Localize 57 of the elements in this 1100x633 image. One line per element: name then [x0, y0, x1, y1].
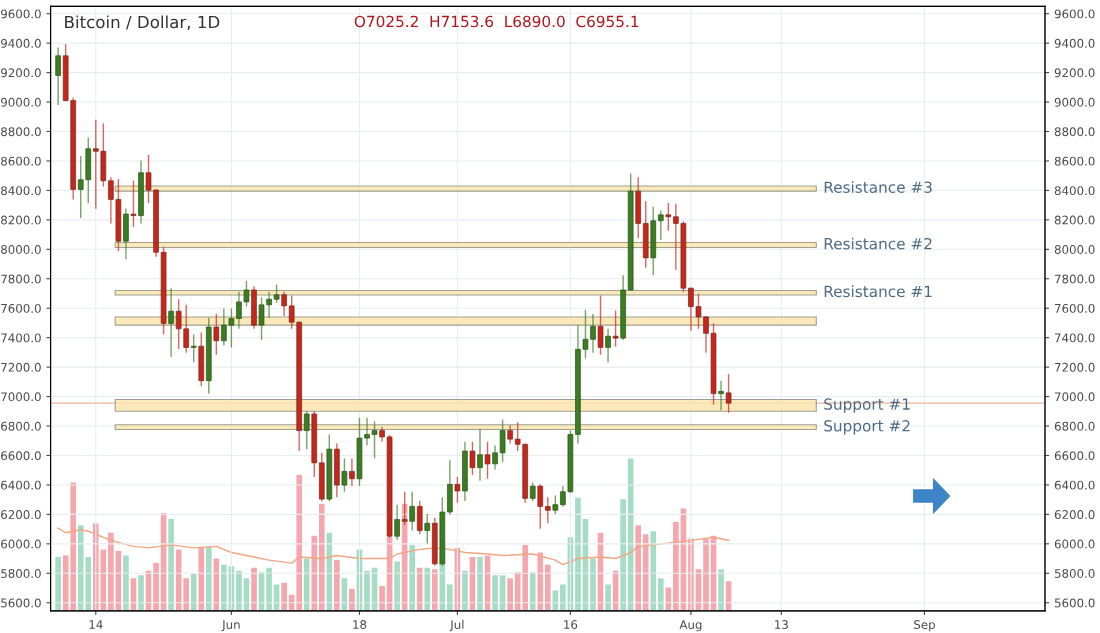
- y2-tick-label: 8200.0: [1054, 215, 1095, 225]
- y2-tick-label: 8000.0: [1054, 245, 1095, 254]
- y2-tick-label: 7600.0: [1055, 303, 1095, 313]
- y-tick-label: 8400.0: [1, 186, 41, 196]
- y2-tick-label: 9600.0: [1054, 9, 1095, 19]
- y2-tick-label: 7200.0: [1055, 362, 1095, 372]
- y2-tick-label: 7800.0: [1055, 274, 1095, 284]
- y-tick-label: 9400.0: [1, 38, 41, 48]
- y-tick-label: 5600.0: [1, 598, 41, 608]
- y-tick-label: 6400.0: [1, 480, 41, 490]
- band-label: Resistance #2: [824, 237, 932, 250]
- y2-tick-label: 5800.0: [1054, 569, 1095, 578]
- y-tick-label: 5800.0: [1, 569, 41, 578]
- band-label: Support #2: [824, 420, 910, 435]
- y2-tick-label: 6600.0: [1054, 451, 1095, 461]
- y-tick-label: 6200.0: [1, 510, 41, 520]
- y2-tick-label: 7000.0: [1055, 392, 1095, 402]
- y-tick-label: 8800.0: [1, 127, 41, 137]
- y2-tick-label: 5600.0: [1054, 598, 1095, 608]
- y2-tick-label: 6200.0: [1054, 510, 1095, 520]
- y-tick-label: 7200.0: [1, 362, 41, 372]
- y-tick-label: 6600.0: [1, 451, 41, 461]
- x-tick-label: 16: [564, 620, 578, 630]
- y2-tick-label: 8600.0: [1054, 156, 1095, 166]
- y-tick-label: 9000.0: [1, 97, 41, 107]
- y2-tick-label: 8800.0: [1054, 127, 1095, 137]
- y2-tick-label: 9400.0: [1054, 38, 1095, 48]
- y-tick-label: 6800.0: [1, 421, 41, 431]
- y-tick-label: 6000.0: [1, 539, 41, 549]
- y-tick-label: 7600.0: [1, 303, 41, 313]
- y2-tick-label: 7400.0: [1055, 333, 1095, 343]
- y-tick-label: 8200.0: [1, 215, 41, 225]
- band-label: Support #1: [824, 398, 910, 413]
- y-tick-label: 7000.0: [1, 392, 41, 402]
- x-tick-label: 14: [89, 620, 103, 629]
- y2-tick-label: 6800.0: [1054, 421, 1095, 431]
- y2-tick-label: 6000.0: [1054, 539, 1095, 549]
- y-tick-label: 8600.0: [1, 156, 41, 166]
- x-tick-label: Jul: [449, 619, 464, 632]
- band-label: Resistance #1: [824, 285, 932, 298]
- x-tick-label: 18: [353, 620, 367, 630]
- chart-title: Bitcoin / Dollar, 1D: [65, 15, 220, 30]
- y2-tick-label: 8400.0: [1054, 186, 1095, 196]
- chart-subtitle: O7025.2 H7153.6 L6890.0 C6955.1: [354, 15, 639, 28]
- band-label: Resistance #3: [824, 181, 932, 193]
- y-tick-label: 9200.0: [1, 68, 41, 78]
- y-tick-label: 7800.0: [1, 274, 41, 284]
- x-tick-label: Sep: [914, 620, 935, 632]
- x-tick-label: 13: [775, 620, 788, 630]
- x-tick-label: Aug: [679, 620, 702, 632]
- y-tick-label: 9600.0: [1, 9, 41, 19]
- y2-tick-label: 9000.0: [1054, 97, 1095, 107]
- x-tick-label: Jun: [221, 620, 240, 632]
- y-tick-label: 8000.0: [1, 245, 41, 254]
- y2-tick-label: 6400.0: [1054, 480, 1095, 490]
- y2-tick-label: 9200.0: [1054, 68, 1095, 78]
- y-tick-label: 7400.0: [1, 333, 41, 343]
